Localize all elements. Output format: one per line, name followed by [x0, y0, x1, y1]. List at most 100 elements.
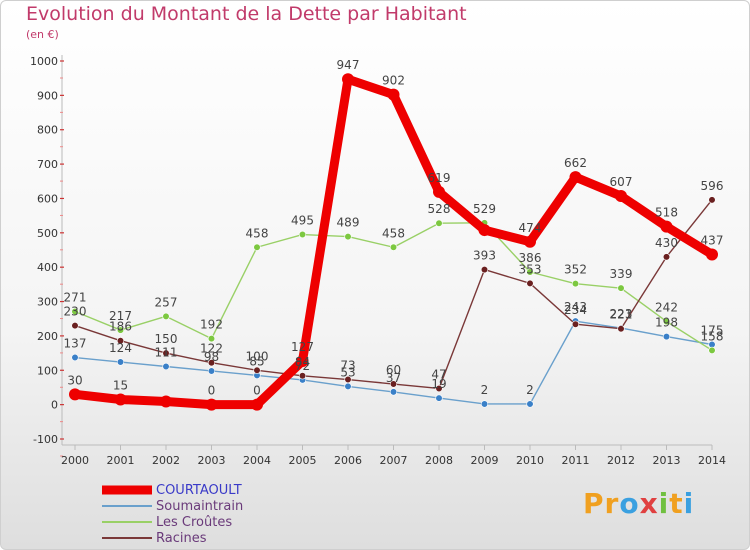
data-label: 137 — [64, 337, 87, 351]
data-label: 2 — [481, 383, 489, 397]
data-point — [71, 353, 79, 362]
data-point — [114, 393, 127, 406]
data-label: 122 — [200, 342, 223, 356]
data-label: 198 — [655, 316, 678, 330]
data-point — [116, 358, 125, 366]
chart-subtitle: (en €) — [26, 28, 59, 41]
data-point — [389, 243, 398, 251]
data-label: 386 — [519, 251, 542, 265]
data-point — [433, 185, 445, 198]
data-label: 2 — [526, 383, 534, 397]
x-tick-label: 2010 — [516, 454, 544, 467]
legend-label-soumaintrain: Soumaintrain — [156, 499, 244, 514]
data-point — [662, 253, 671, 261]
x-tick-label: 2000 — [61, 454, 89, 467]
x-tick-label: 2007 — [380, 454, 408, 467]
data-label: 271 — [64, 291, 87, 305]
data-label: 19 — [431, 377, 446, 391]
data-point — [298, 230, 307, 239]
data-point — [617, 284, 625, 292]
data-point — [706, 248, 718, 261]
y-tick-label: 600 — [37, 192, 58, 205]
data-label: 607 — [610, 175, 633, 189]
x-tick-label: 2012 — [607, 454, 635, 467]
data-point — [162, 362, 170, 371]
x-tick-label: 2002 — [152, 454, 180, 467]
data-point — [526, 279, 534, 287]
chart-title: Evolution du Montant de la Dette par Hab… — [26, 3, 467, 25]
data-label: 619 — [428, 171, 451, 185]
y-tick-label: 100 — [37, 364, 58, 377]
data-label: 458 — [246, 226, 269, 240]
data-label: 223 — [610, 307, 633, 321]
proxiti-logo: Proxiti — [583, 487, 694, 520]
data-point — [344, 375, 352, 384]
data-label: 242 — [655, 300, 678, 314]
data-label: 100 — [246, 349, 269, 363]
x-tick-label: 2005 — [289, 454, 317, 467]
data-label: 437 — [701, 233, 724, 247]
data-point — [116, 337, 125, 345]
data-point — [524, 235, 536, 248]
x-tick-label: 2003 — [198, 454, 226, 467]
data-label: 495 — [291, 214, 314, 228]
data-point — [344, 232, 352, 241]
y-tick-label: 900 — [37, 89, 58, 102]
x-tick-label: 2004 — [243, 454, 271, 467]
data-point — [435, 219, 443, 227]
data-label: 73 — [340, 359, 355, 373]
data-point — [71, 307, 79, 316]
data-label: 47 — [431, 367, 446, 381]
data-point — [569, 171, 582, 184]
logo-letter: r — [604, 487, 620, 520]
data-label: 352 — [564, 263, 587, 277]
data-point — [571, 320, 580, 328]
y-tick-label: 700 — [37, 158, 58, 171]
legend-label-racines: Racines — [156, 531, 207, 546]
data-point — [344, 382, 352, 391]
data-label: 230 — [64, 305, 87, 319]
y-tick-label: 200 — [37, 330, 58, 343]
x-tick-label: 2014 — [698, 454, 726, 467]
data-label: 158 — [701, 329, 724, 343]
data-point — [708, 196, 716, 204]
data-point — [253, 243, 261, 251]
data-label: 60 — [386, 363, 401, 377]
data-label: 243 — [564, 300, 587, 314]
data-point — [708, 346, 716, 354]
data-point — [342, 73, 354, 86]
data-point — [160, 395, 172, 408]
data-label: 186 — [109, 320, 132, 334]
y-tick-label: 300 — [37, 296, 58, 309]
data-point — [615, 190, 627, 203]
y-tick-label: 400 — [37, 261, 58, 274]
data-label: 0 — [253, 384, 261, 398]
data-label: 257 — [155, 295, 178, 309]
data-point — [207, 367, 216, 375]
data-label: 175 — [701, 324, 724, 338]
data-label: 85 — [249, 354, 264, 368]
data-point — [162, 349, 170, 357]
data-label: 529 — [473, 202, 496, 216]
logo-letter: i — [683, 487, 695, 520]
data-label: 947 — [337, 58, 360, 72]
data-label: 353 — [519, 262, 542, 276]
x-tick-label: 2013 — [653, 454, 681, 467]
legend-label-courtaoult: COURTAOULT — [156, 483, 242, 498]
data-label: 489 — [337, 216, 360, 230]
x-tick-label: 2006 — [334, 454, 362, 467]
y-tick-label: -100 — [33, 433, 58, 446]
x-tick-label: 2008 — [425, 454, 453, 467]
data-point — [389, 380, 398, 388]
x-tick-label: 2001 — [107, 454, 135, 467]
data-label: 474 — [519, 221, 542, 235]
legend-label-les-croutes: Les Croûtes — [156, 515, 233, 530]
data-label: 0 — [208, 384, 216, 398]
data-label: 37 — [386, 371, 401, 385]
data-point — [253, 366, 261, 374]
data-label: 84 — [295, 355, 310, 369]
logo-letter: x — [639, 487, 659, 520]
data-label: 127 — [291, 340, 314, 354]
data-point — [662, 332, 671, 341]
